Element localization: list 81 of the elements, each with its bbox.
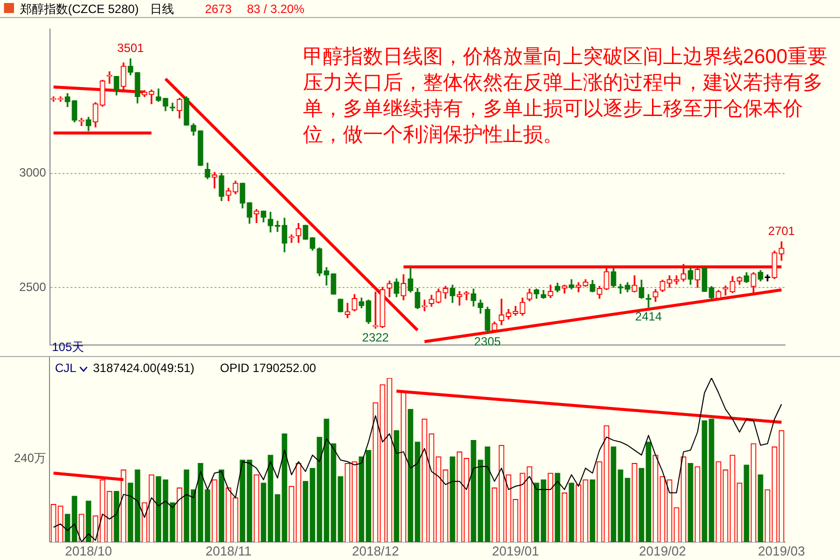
bar (156, 476, 162, 542)
bar (554, 472, 560, 542)
bar (72, 496, 78, 542)
annotation: 2305 (474, 334, 502, 349)
bar (624, 478, 630, 542)
bar (324, 418, 330, 542)
bar (702, 420, 708, 542)
bar (198, 462, 204, 542)
bar (170, 502, 176, 542)
bar (408, 408, 414, 542)
bar (338, 476, 344, 542)
text: 2673 (205, 2, 232, 16)
bar (240, 460, 246, 542)
candlestick (170, 102, 176, 112)
candlestick (464, 291, 470, 300)
text: CJL (55, 361, 76, 375)
candlestick (372, 292, 378, 329)
x-tick-label: 2019/01 (492, 543, 539, 558)
x-tick-label: 2019/02 (639, 543, 686, 558)
bar (414, 442, 420, 542)
bar (478, 460, 484, 542)
annotation: 2322 (362, 330, 390, 345)
x-tick-label: 2018/12 (352, 543, 399, 558)
chart-subtitle: 日线 (150, 2, 174, 16)
bar (128, 482, 134, 542)
bar (246, 460, 252, 542)
y-tick-label: 3000 (19, 166, 46, 180)
bar (470, 440, 476, 542)
bar (540, 479, 546, 542)
annotation: 2414 (635, 310, 662, 324)
bar (330, 443, 336, 542)
bar (274, 494, 280, 542)
bar (568, 482, 574, 542)
bar (688, 462, 694, 542)
bar (134, 470, 140, 542)
text: OPID 1790252.00 (220, 361, 316, 375)
bar (744, 464, 750, 542)
x-tick-label: 2018/11 (205, 543, 252, 558)
bar (64, 514, 70, 542)
bar (86, 500, 92, 542)
bar (204, 489, 210, 542)
candlestick (456, 291, 462, 306)
bar (190, 489, 196, 542)
text: 83 / 3.20% (247, 2, 304, 16)
text: 3187424.00(49:51) (93, 361, 194, 375)
y-tick-label: 2500 (19, 280, 46, 294)
bar (358, 456, 364, 542)
bar (610, 446, 616, 542)
annotation: 2701 (768, 224, 796, 238)
bar (618, 470, 624, 542)
chart-title: 郑醇指数(CZCE 5280) (20, 2, 139, 16)
candlestick (646, 294, 652, 308)
bar (534, 482, 540, 542)
annotation: 105天 (52, 340, 84, 354)
bar (268, 454, 274, 542)
bar (184, 470, 190, 542)
candlestick (498, 298, 504, 326)
bar (162, 479, 168, 542)
bar (708, 418, 714, 542)
candlestick (212, 172, 218, 188)
bar (450, 456, 456, 542)
bar (282, 433, 288, 542)
bar (394, 430, 400, 542)
x-tick-label: 2018/10 (65, 543, 112, 558)
bar (114, 490, 120, 542)
x-tick-label: 2019/03 (758, 543, 805, 558)
bar (366, 450, 372, 542)
bar (646, 442, 652, 542)
bar (316, 436, 322, 542)
bar (638, 468, 644, 542)
annotation: 3501 (117, 41, 144, 56)
bar (218, 470, 224, 542)
bar (310, 468, 316, 542)
bar (484, 446, 490, 542)
annotation: 甲醇指数日线图，价格放量向上突破区间上边界线2600重要压力关口后，整体依然在反弹上涨的过程中，建议若持有多单，多单继续持有，多单止损可以逐步上移至开仓保本价位，做一个利润保护性止损。 (303, 45, 828, 148)
bar (260, 482, 266, 542)
text: 240万 (14, 451, 46, 465)
bar (302, 480, 308, 542)
candlestick (344, 302, 350, 318)
bar (590, 479, 596, 542)
bar (758, 474, 764, 542)
